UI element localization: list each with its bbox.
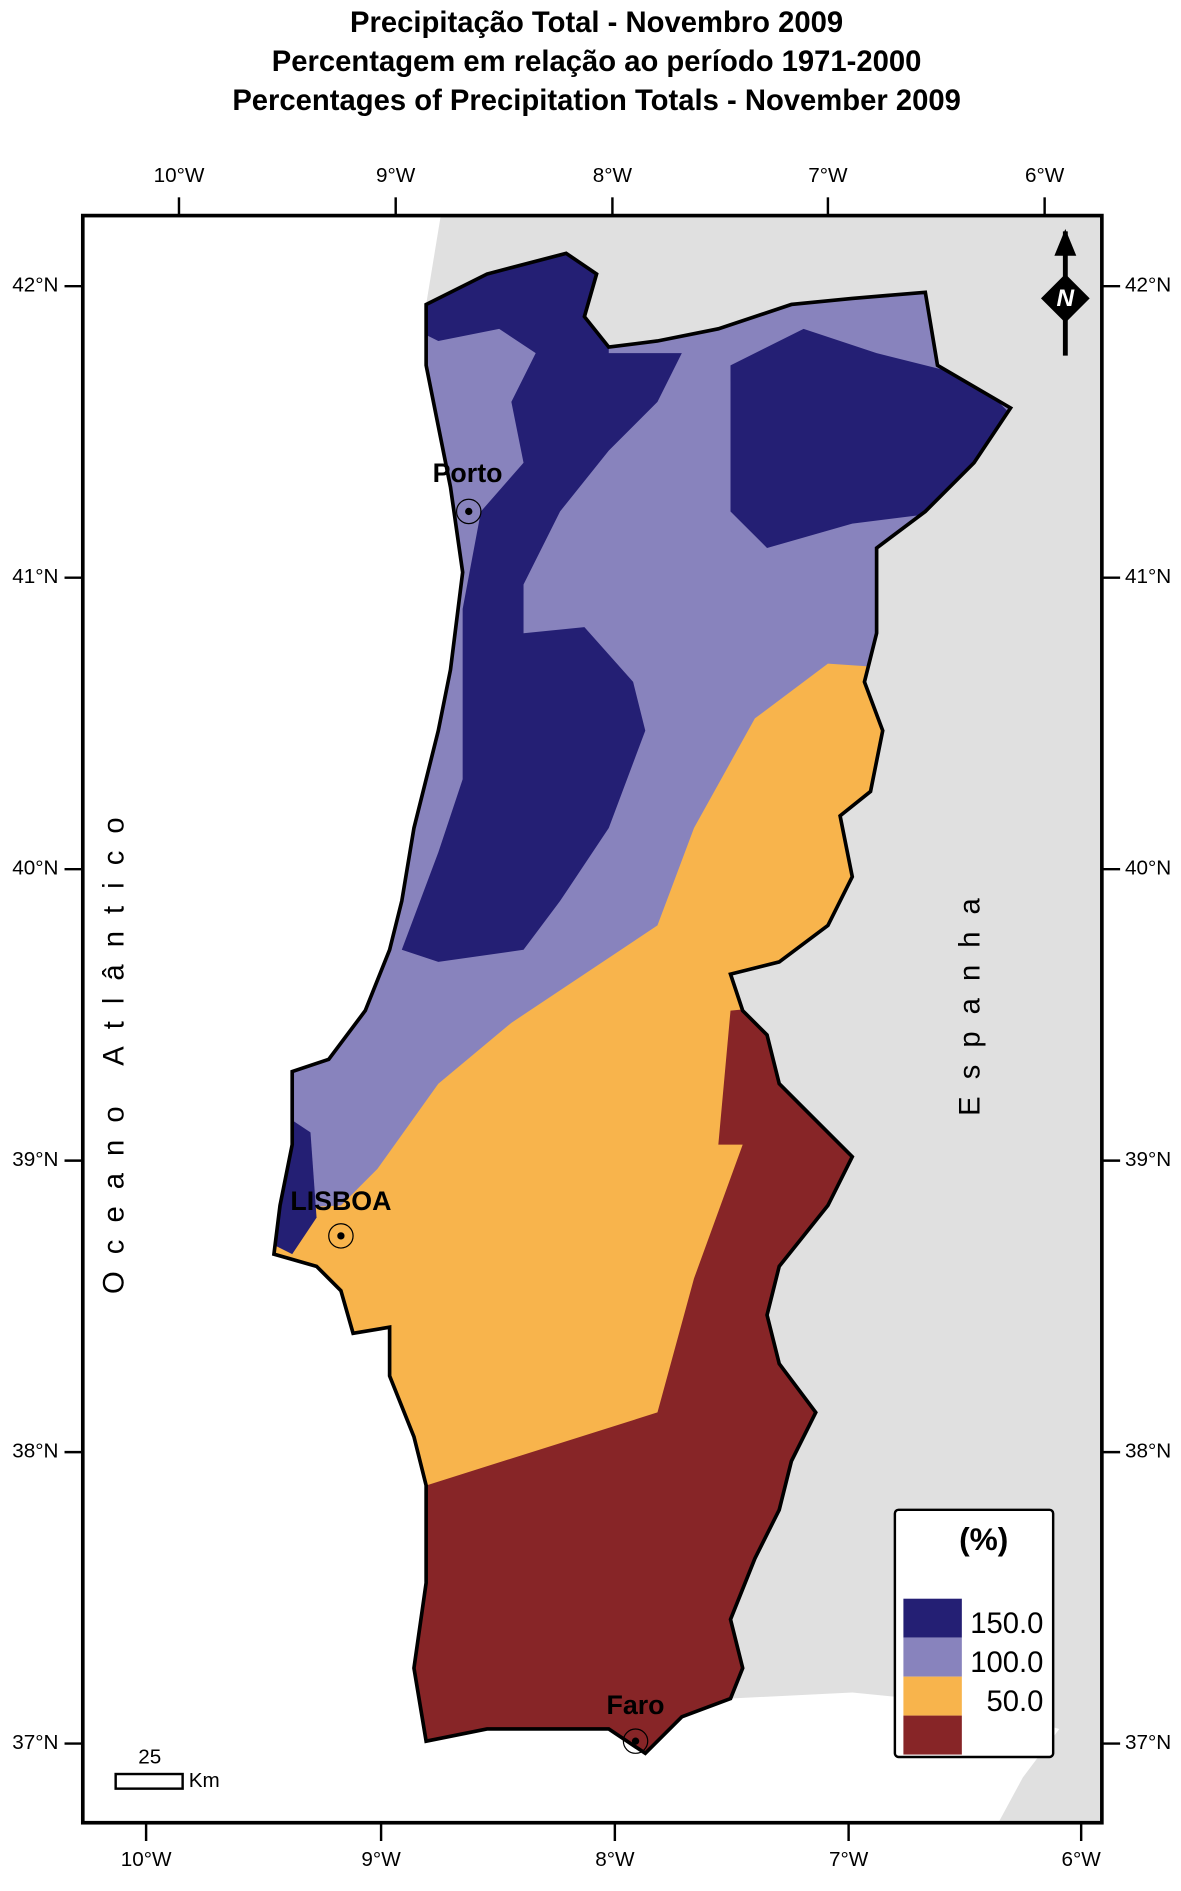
legend-label: 50.0 xyxy=(987,1686,1044,1718)
frame xyxy=(80,213,1104,1825)
city-label: Porto xyxy=(433,458,503,488)
title-line: Percentagem em relação ao período 1971-2… xyxy=(272,46,922,78)
scale-unit: Km xyxy=(189,1769,220,1792)
city-dot xyxy=(337,1232,345,1240)
city-ring xyxy=(455,498,482,525)
north-label: N xyxy=(1057,285,1075,312)
right-tick-label: 37°N xyxy=(1125,1731,1171,1754)
ocean-label: Oceano Atlântico xyxy=(98,800,130,1294)
title-line: Precipitação Total - Novembro 2009 xyxy=(350,7,843,39)
city-ring xyxy=(622,1728,649,1754)
legend-swatch xyxy=(903,1637,962,1677)
class-area xyxy=(273,1120,317,1255)
ocean xyxy=(82,215,1060,1823)
right-tick-label: 41°N xyxy=(1125,565,1171,588)
bottom-tick-label: 9°W xyxy=(361,1848,401,1871)
bottom-tick-label: 10°W xyxy=(121,1848,172,1871)
left-tick-label: 37°N xyxy=(12,1731,58,1754)
top-tick-label: 8°W xyxy=(593,164,633,187)
legend-title: (%) xyxy=(959,1521,1008,1557)
city-ring xyxy=(328,1223,354,1249)
top-tick-label: 9°W xyxy=(376,164,416,187)
left-tick-label: 40°N xyxy=(12,857,58,880)
city-dot xyxy=(631,1737,640,1745)
city-label: LISBOA xyxy=(290,1186,391,1216)
top-tick-label: 10°W xyxy=(154,164,205,187)
left-tick-label: 38°N xyxy=(12,1440,58,1463)
right-tick-label: 42°N xyxy=(1125,274,1171,297)
city-label: Faro xyxy=(607,1690,665,1720)
legend-label: 150.0 xyxy=(970,1608,1043,1640)
legend-swatch xyxy=(903,1676,962,1716)
top-tick-label: 7°W xyxy=(808,164,848,187)
north-arrow: N xyxy=(1040,228,1090,356)
left-tick-label: 41°N xyxy=(12,565,58,588)
legend-label: 100.0 xyxy=(970,1647,1043,1679)
bottom-tick-label: 7°W xyxy=(829,1848,869,1871)
bottom-tick-label: 6°W xyxy=(1062,1848,1102,1871)
title-line: Percentages of Precipitation Totals - No… xyxy=(232,85,961,117)
bottom-tick-label: 8°W xyxy=(595,1848,635,1871)
class-area xyxy=(730,328,1011,548)
class-area xyxy=(401,253,682,962)
left-tick-label: 39°N xyxy=(12,1148,58,1171)
legend-swatch xyxy=(903,1715,962,1755)
legend: (%) 150.0 100.0 50.0 xyxy=(893,1508,1055,1759)
scale-value: 25 xyxy=(138,1746,161,1769)
right-tick-label: 40°N xyxy=(1125,857,1171,880)
top-tick-label: 6°W xyxy=(1025,164,1065,187)
scale-bar: 25 Km xyxy=(114,1746,220,1792)
city-dot xyxy=(465,507,473,516)
right-tick-label: 38°N xyxy=(1125,1440,1171,1463)
legend-swatch xyxy=(903,1598,962,1638)
spain-label: Espanha xyxy=(954,881,986,1116)
left-tick-label: 42°N xyxy=(12,274,58,297)
right-tick-label: 39°N xyxy=(1125,1148,1171,1171)
